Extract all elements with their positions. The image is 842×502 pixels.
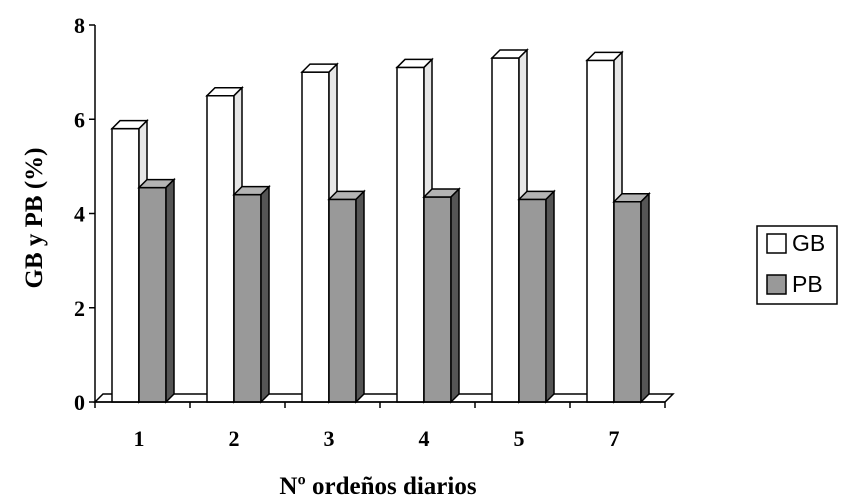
- y-tick-label: 2: [74, 296, 85, 321]
- bar-front: [396, 66, 425, 403]
- bar-side: [355, 189, 365, 404]
- bar-front: [233, 193, 262, 403]
- legend: GB PB: [756, 225, 838, 305]
- y-tick-label: 6: [74, 107, 85, 132]
- bar-front: [138, 186, 167, 403]
- bar-pb: [517, 189, 556, 404]
- bars: [110, 48, 651, 404]
- y-tick-label: 4: [74, 202, 85, 227]
- y-axis-title: GB y PB (%): [21, 148, 48, 289]
- bar-front: [586, 59, 615, 403]
- x-tick-label: 4: [419, 426, 430, 451]
- x-axis-title: Nº ordeños diarios: [279, 473, 476, 500]
- bar-side: [545, 189, 555, 404]
- bar-pb: [232, 184, 271, 404]
- bar-pb: [327, 189, 366, 404]
- legend-swatch-pb: [766, 274, 787, 295]
- y-tick-label: 0: [74, 390, 85, 415]
- bar-pb: [137, 177, 176, 404]
- bar-front: [491, 57, 520, 403]
- bar-front: [301, 71, 330, 403]
- bar-pb: [612, 191, 651, 404]
- bar-side: [260, 184, 270, 404]
- bar-front: [206, 94, 235, 403]
- x-tick-label: 5: [514, 426, 525, 451]
- y-axis: 0 2 4 6 8: [74, 13, 96, 415]
- y-tick-label: 8: [74, 13, 85, 38]
- bar-front: [111, 127, 140, 403]
- legend-label-gb: GB: [792, 230, 825, 256]
- bar-gb: [300, 62, 339, 404]
- x-tick-label: 2: [229, 426, 240, 451]
- x-tick-label: 1: [134, 426, 145, 451]
- bar-front: [613, 200, 642, 403]
- bar-side: [640, 191, 650, 404]
- bar-pb: [422, 187, 461, 404]
- bar-side: [450, 187, 460, 404]
- bar-front: [423, 196, 452, 403]
- legend-label-pb: PB: [792, 271, 823, 297]
- x-tick-label: 3: [324, 426, 335, 451]
- legend-swatch-gb: [766, 233, 787, 254]
- bar-front: [518, 198, 547, 403]
- bar-front: [328, 198, 357, 403]
- x-tick-label: 7: [609, 426, 620, 451]
- bar-side: [165, 177, 175, 404]
- x-axis: 1 2 3 4 5 7: [94, 401, 666, 451]
